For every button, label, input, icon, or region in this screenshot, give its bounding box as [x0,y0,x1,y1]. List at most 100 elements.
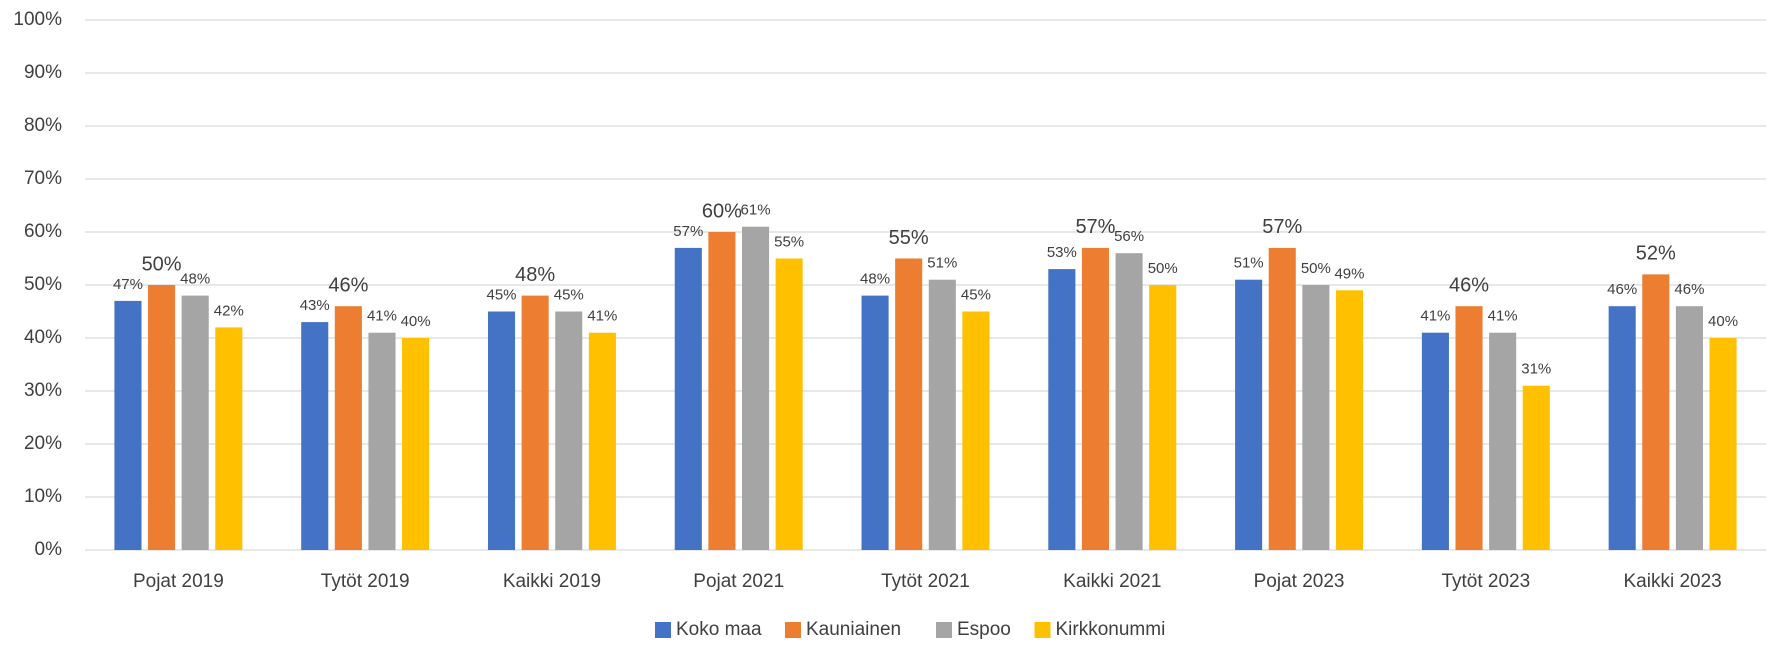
bar [181,295,209,550]
x-tick-label: Pojat 2021 [693,571,784,592]
x-tick-label: Pojat 2019 [133,571,224,592]
value-label: 52% [1636,243,1676,265]
legend-swatch [936,622,952,638]
bar [775,258,803,550]
bar [148,285,176,550]
value-label: 42% [214,302,244,319]
value-label: 55% [774,233,804,250]
legend-swatch [785,622,801,638]
value-label: 50% [142,253,182,275]
bar [1489,332,1517,550]
value-label: 46% [1674,281,1704,298]
value-label: 48% [515,264,555,286]
bar [1608,306,1636,550]
bar [215,327,243,550]
bar [1522,385,1550,550]
x-tick-label: Kaikki 2019 [503,571,601,592]
y-tick-label: 10% [24,486,62,507]
bar [402,338,430,550]
value-label: 55% [889,227,929,249]
legend-label: Kauniainen [806,619,901,640]
value-label: 46% [1449,274,1489,296]
value-label: 51% [927,255,957,272]
bar [487,311,516,550]
value-label: 53% [1047,244,1077,261]
y-tick-label: 80% [24,115,62,136]
bar [555,311,583,550]
bar [1455,306,1483,550]
legend-swatch [655,622,671,638]
bar [334,306,362,550]
value-label: 48% [860,271,890,288]
value-label: 41% [1420,308,1450,325]
bar [1421,332,1449,550]
bar [1149,285,1177,550]
value-label: 41% [367,308,397,325]
bar [301,322,329,550]
legend-swatch [1034,622,1051,638]
y-tick-label: 20% [24,433,62,454]
x-tick-label: Tytöt 2019 [321,571,410,592]
legend-label: Koko maa [676,619,762,640]
y-tick-label: 70% [24,168,62,189]
value-label: 43% [300,297,330,314]
y-tick-label: 90% [24,62,62,83]
legend-label: Espoo [957,619,1011,640]
bar [1268,247,1296,550]
value-label: 48% [180,271,210,288]
value-label: 45% [486,286,516,303]
value-label: 41% [1488,308,1518,325]
bar [1235,279,1263,550]
value-label: 50% [1148,260,1178,277]
value-label: 51% [1234,255,1264,272]
value-label: 46% [328,274,368,296]
bar [368,332,396,550]
value-label: 50% [1301,260,1331,277]
bar [1335,290,1364,550]
value-label: 57% [673,223,703,240]
bar [521,295,549,550]
value-label: 57% [1262,216,1302,238]
value-label: 61% [741,202,771,219]
value-label: 46% [1607,281,1637,298]
value-label: 45% [961,286,991,303]
bar [114,300,142,550]
value-label: 40% [401,313,431,330]
y-tick-label: 0% [35,539,63,560]
bar [861,295,889,550]
bar [1048,269,1076,550]
bar [674,247,702,550]
x-tick-label: Kaikki 2021 [1063,571,1161,592]
bar [895,258,923,550]
value-label: 60% [702,200,742,222]
y-tick-label: 50% [24,274,62,295]
bar [962,311,990,550]
bar [1081,247,1110,550]
value-label: 47% [113,276,143,293]
value-label: 31% [1521,361,1551,378]
y-tick-label: 100% [13,9,62,30]
value-label: 56% [1114,228,1144,245]
y-tick-label: 30% [24,380,62,401]
bar [741,226,770,550]
x-tick-label: Kaikki 2023 [1623,571,1721,592]
y-tick-label: 40% [24,327,62,348]
bar [1642,274,1670,550]
bar [928,279,956,550]
y-tick-label: 60% [24,221,62,242]
bar [588,332,616,550]
value-label: 40% [1708,313,1738,330]
x-tick-label: Tytöt 2021 [881,571,970,592]
legend-label: Kirkkonummi [1056,619,1166,640]
value-label: 57% [1075,216,1115,238]
bar [1709,338,1737,550]
x-tick-label: Pojat 2023 [1254,571,1345,592]
x-tick-label: Tytöt 2023 [1441,571,1530,592]
bar [1675,306,1703,550]
value-label: 45% [554,286,584,303]
bar [1302,285,1330,550]
value-label: 49% [1334,265,1364,282]
value-label: 41% [587,308,617,325]
bar [708,232,736,550]
